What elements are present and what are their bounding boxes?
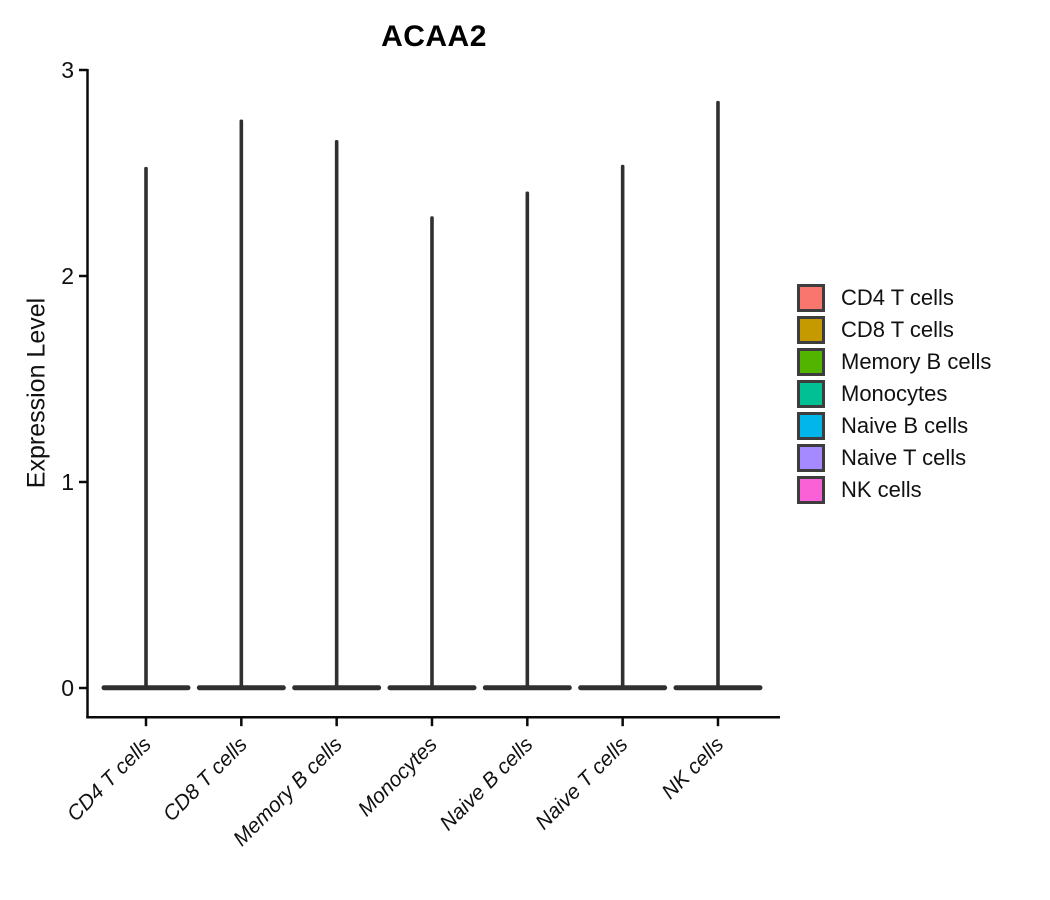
y-tick-label: 1 [61, 469, 74, 495]
legend-label: Naive B cells [841, 413, 969, 438]
legend-item: Memory B cells [797, 348, 991, 376]
legend-swatch [797, 444, 825, 472]
legend-label: CD4 T cells [841, 285, 954, 310]
violin-spike-monocytes [430, 216, 434, 689]
legend-label: CD8 T cells [841, 317, 954, 342]
legend-swatch [797, 476, 825, 504]
violin-spike-naive-t-cells [620, 164, 625, 689]
violin-spike-nk-cells [716, 100, 720, 689]
legend-swatch [797, 284, 825, 312]
legend-swatch [797, 412, 825, 440]
legend-item: Monocytes [797, 380, 991, 408]
legend-item: Naive T cells [797, 444, 991, 472]
y-tick-label: 0 [61, 675, 74, 701]
legend-swatch [797, 348, 825, 376]
violin-spike-naive-b-cells [525, 191, 530, 690]
legend-item: Naive B cells [797, 412, 991, 440]
legend-label: Naive T cells [841, 445, 967, 470]
legend-item: CD4 T cells [797, 284, 991, 312]
violin-spike-memory-b-cells [334, 140, 339, 690]
legend-item: NK cells [797, 476, 991, 504]
plot-title: ACAA2 [381, 20, 487, 53]
y-tick-label: 2 [61, 263, 74, 289]
legend-swatch [797, 380, 825, 408]
violin-spike-cd4-t-cells [144, 166, 148, 689]
y-tick-label: 3 [61, 57, 74, 83]
legend-item: CD8 T cells [797, 316, 991, 344]
legend: CD4 T cells CD8 T cells Memory B cells Mono… [797, 284, 991, 508]
violin-spike-cd8-t-cells [239, 119, 244, 689]
legend-label: NK cells [841, 477, 922, 502]
legend-label: Memory B cells [841, 349, 992, 374]
legend-label: Monocytes [841, 381, 948, 406]
legend-swatch [797, 316, 825, 344]
